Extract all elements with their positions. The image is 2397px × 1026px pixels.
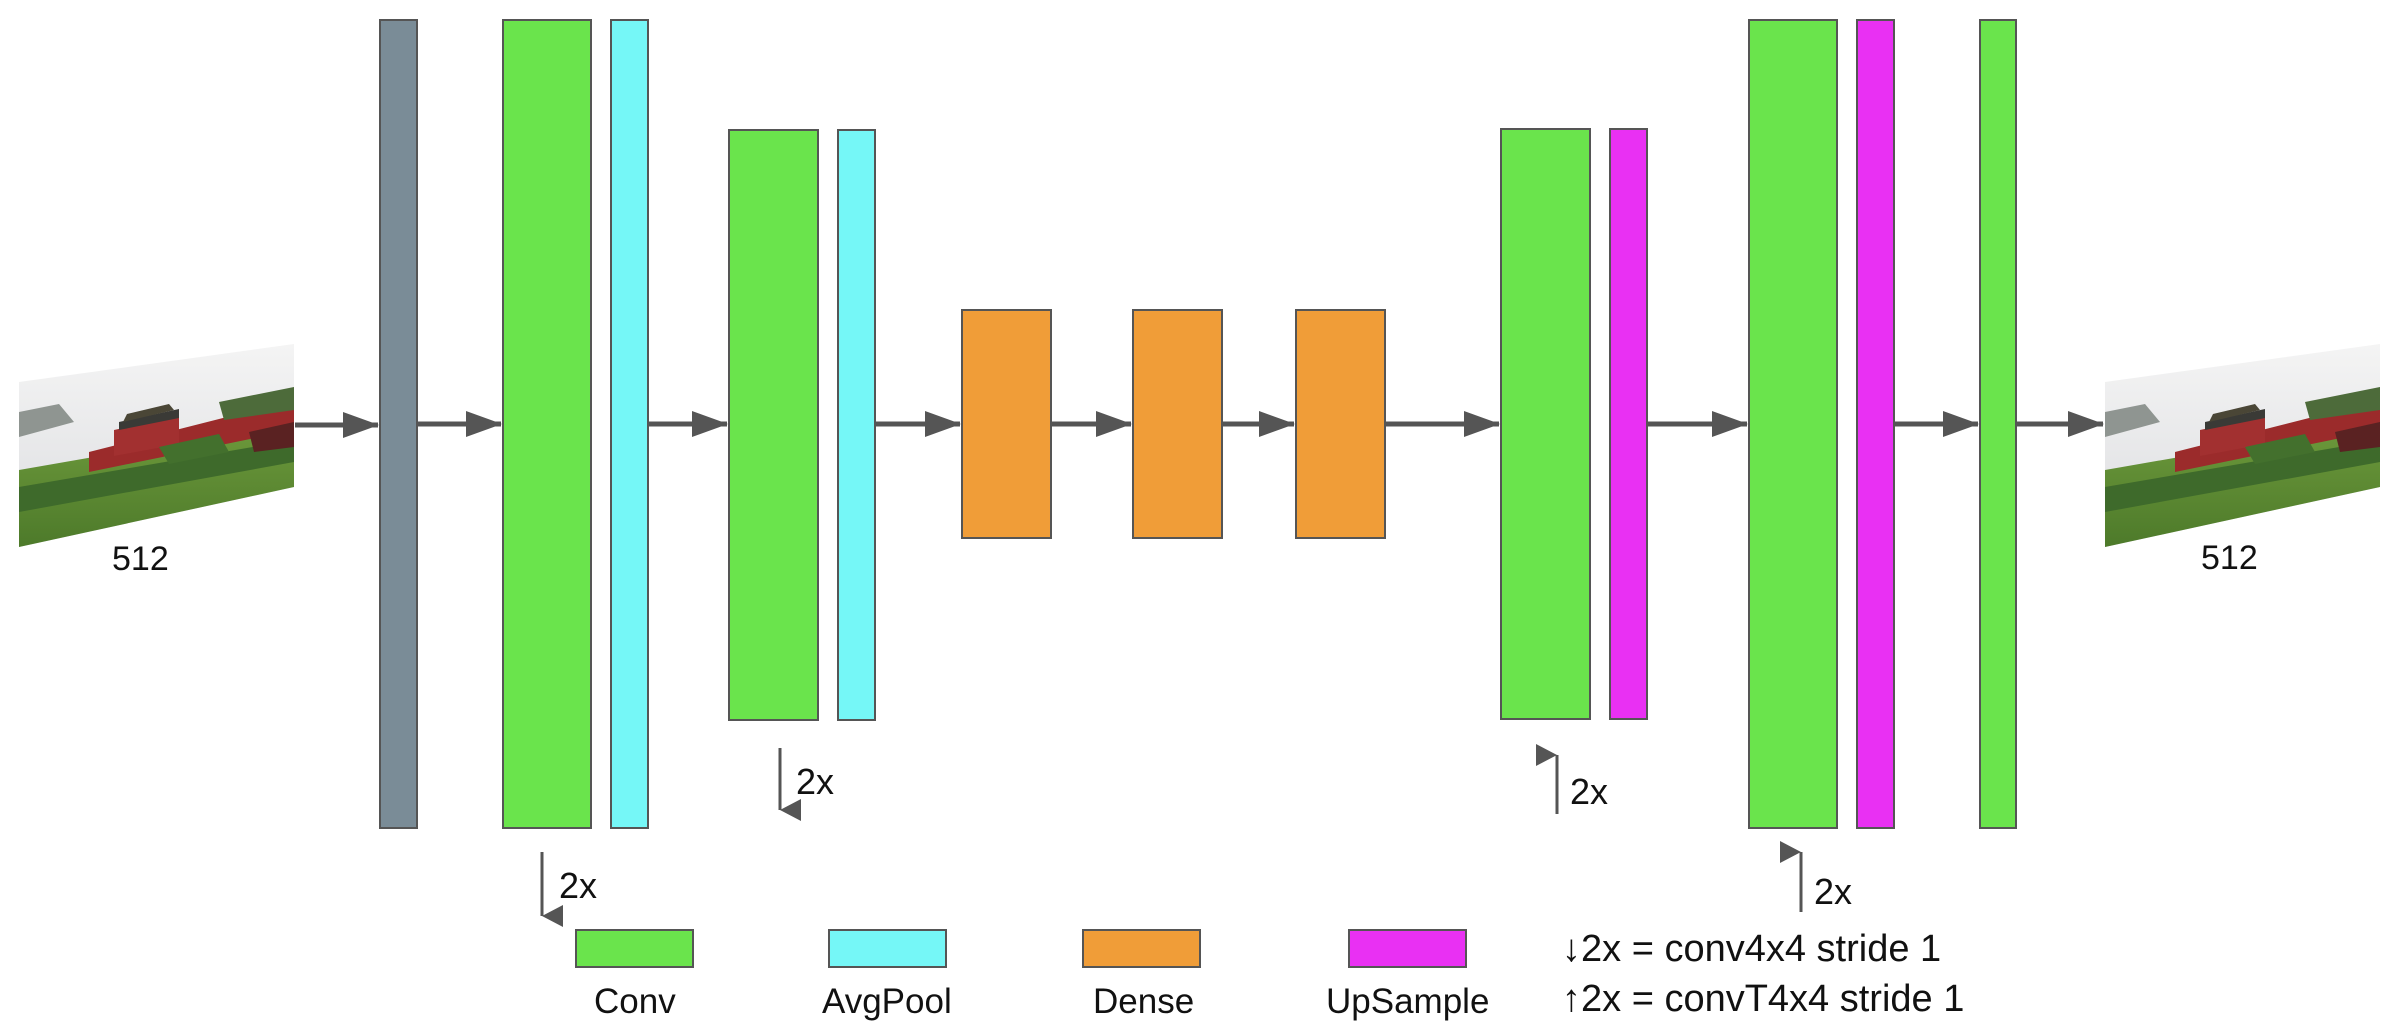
upsample-layer-2 — [1856, 19, 1895, 829]
note-downsample: ↓2x = conv4x4 stride 1 — [1562, 928, 1942, 970]
note-upsample: ↑2x = convT4x4 stride 1 — [1562, 978, 1965, 1020]
legend-swatch-upsample — [1348, 929, 1467, 968]
dense-layer-1 — [961, 309, 1052, 539]
photo-thumbnail-icon — [2105, 344, 2380, 547]
input-image — [19, 344, 294, 547]
repeat-label-enc2: 2x — [796, 761, 835, 802]
legend-label-conv: Conv — [594, 982, 676, 1021]
photo-thumbnail-icon — [19, 344, 294, 547]
conv-layer-1 — [502, 19, 592, 829]
conv-layer-4 — [1748, 19, 1838, 829]
output-size-label: 512 — [2201, 539, 2258, 577]
conv-layer-2 — [728, 129, 819, 721]
legend-label-upsample: UpSample — [1326, 982, 1490, 1021]
repeat-label-dec2: 2x — [1814, 871, 1853, 912]
output-image — [2105, 344, 2380, 547]
legend-label-dense: Dense — [1093, 982, 1195, 1021]
legend-swatch-avgpool — [828, 929, 947, 968]
dense-layer-3 — [1295, 309, 1386, 539]
upsample-layer-1 — [1609, 128, 1648, 720]
avgpool-layer-2 — [837, 129, 876, 721]
conv-layer-3 — [1500, 128, 1591, 720]
dense-layer-2 — [1132, 309, 1223, 539]
conv-output-layer — [1979, 19, 2017, 829]
input-size-label: 512 — [112, 540, 169, 578]
avgpool-layer-1 — [610, 19, 649, 829]
repeat-label-dec1: 2x — [1570, 771, 1609, 812]
legend-label-avgpool: AvgPool — [822, 982, 952, 1021]
repeat-label-enc1: 2x — [559, 865, 598, 906]
legend-swatch-dense — [1082, 929, 1201, 968]
legend-swatch-conv — [575, 929, 694, 968]
input-layer — [379, 19, 418, 829]
